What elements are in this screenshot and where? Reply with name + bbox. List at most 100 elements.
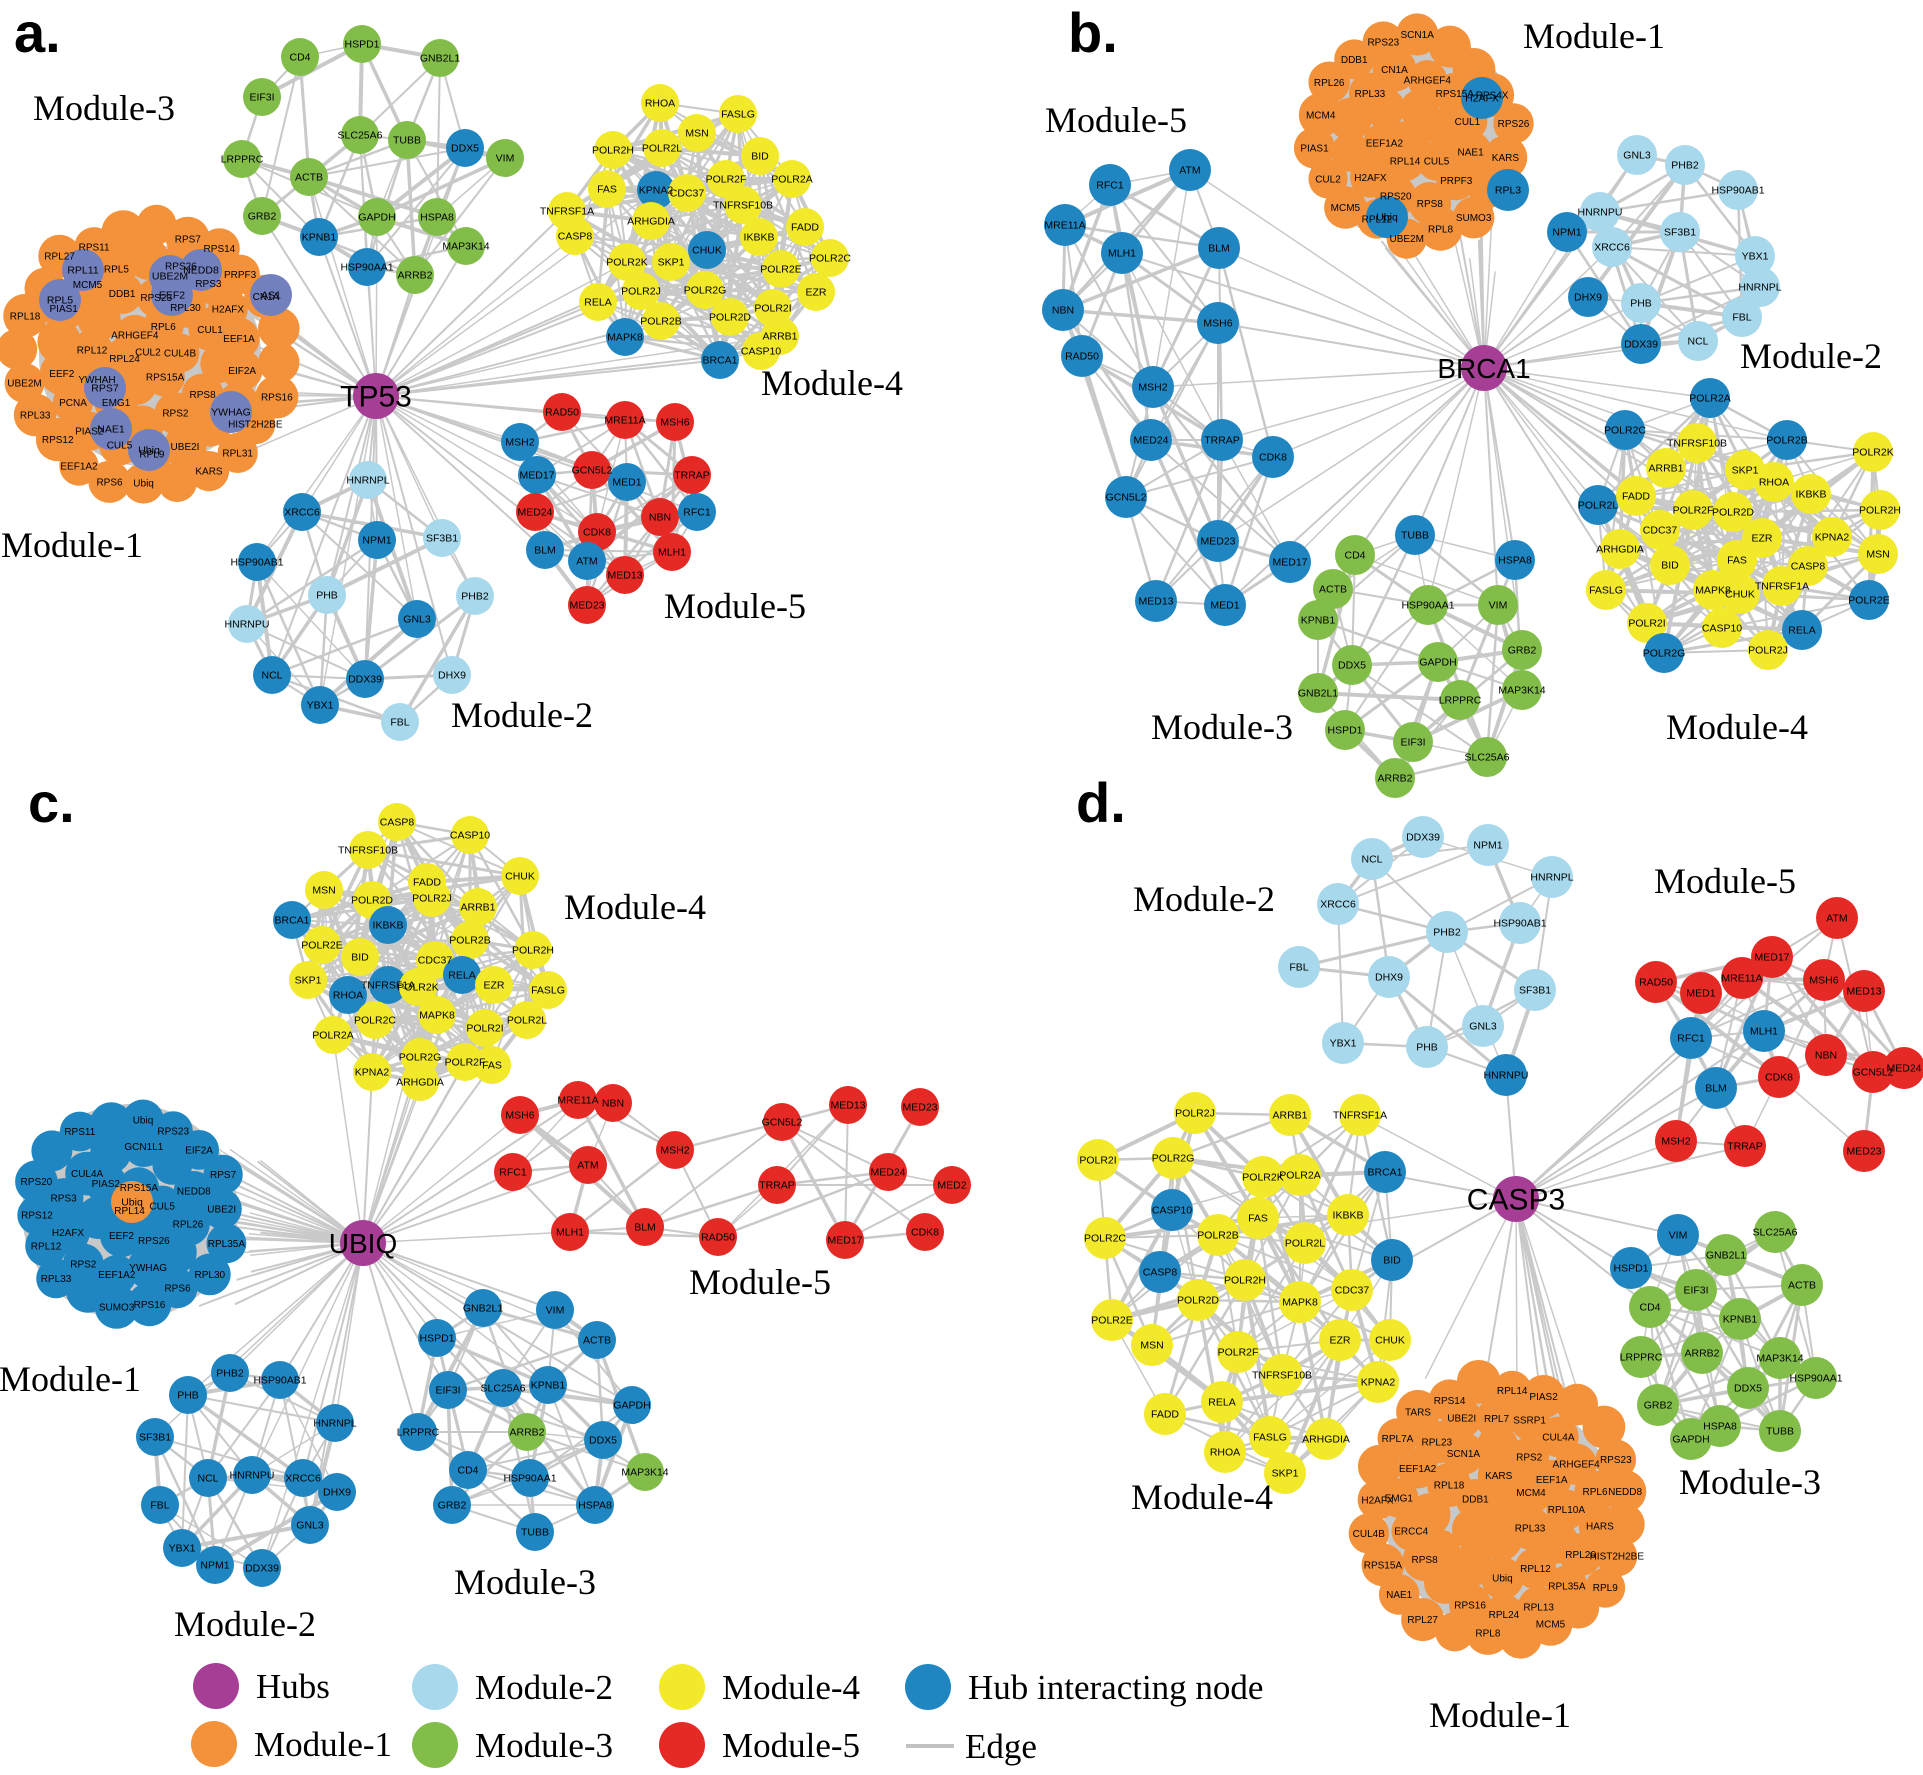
svg-text:NEDD8: NEDD8 [183, 265, 219, 277]
svg-text:NEDD8: NEDD8 [177, 1187, 211, 1198]
svg-text:EMG1: EMG1 [1385, 1494, 1414, 1505]
svg-text:CD4: CD4 [1344, 550, 1365, 562]
svg-text:RPL23: RPL23 [1422, 1438, 1453, 1449]
svg-text:RPS15A: RPS15A [146, 372, 185, 383]
svg-text:PHB2: PHB2 [216, 1368, 244, 1380]
svg-text:TNFRSF10B: TNFRSF10B [338, 845, 398, 857]
svg-text:EEF2: EEF2 [159, 290, 185, 302]
svg-text:RHOA: RHOA [333, 990, 363, 1002]
svg-text:POLR2E: POLR2E [301, 940, 342, 952]
svg-text:H2AFX: H2AFX [1354, 173, 1387, 184]
svg-text:EEF1A: EEF1A [223, 334, 255, 345]
svg-text:GAPDH: GAPDH [1419, 657, 1456, 669]
svg-text:TNFRSF1A: TNFRSF1A [1755, 581, 1809, 593]
svg-text:RELA: RELA [1208, 1397, 1235, 1409]
svg-text:POLR2L: POLR2L [1578, 500, 1618, 512]
svg-text:KPNA2: KPNA2 [639, 185, 674, 197]
svg-text:Ubiq: Ubiq [133, 1116, 154, 1127]
svg-text:FAS: FAS [1248, 1213, 1268, 1225]
svg-text:HNRNPL: HNRNPL [1530, 872, 1573, 884]
svg-text:GNB2L1: GNB2L1 [420, 53, 460, 65]
svg-text:FAS: FAS [482, 1060, 502, 1072]
svg-text:NCL: NCL [261, 670, 282, 682]
svg-text:Module-2: Module-2 [1740, 336, 1882, 376]
svg-text:MSH2: MSH2 [1138, 382, 1167, 394]
svg-text:RPL26: RPL26 [1565, 1550, 1596, 1561]
svg-text:MLH1: MLH1 [556, 1227, 584, 1239]
svg-text:CUL4B: CUL4B [164, 349, 197, 360]
svg-text:ARHGDIA: ARHGDIA [1302, 1434, 1350, 1446]
svg-text:RPL13: RPL13 [1523, 1603, 1554, 1614]
svg-text:CUL4A: CUL4A [1542, 1432, 1575, 1443]
svg-text:d.: d. [1076, 771, 1126, 834]
svg-text:GCN5L2: GCN5L2 [762, 1117, 803, 1129]
svg-text:DHX9: DHX9 [438, 670, 466, 682]
svg-text:CHUK: CHUK [505, 871, 535, 883]
svg-text:SCN1A: SCN1A [1447, 1449, 1481, 1460]
svg-text:Module-4: Module-4 [1666, 707, 1808, 747]
svg-text:H2AFX: H2AFX [52, 1228, 85, 1239]
svg-text:SUMO3: SUMO3 [99, 1302, 135, 1313]
svg-text:RPS2: RPS2 [1516, 1452, 1543, 1463]
svg-text:POLR2J: POLR2J [1175, 1108, 1215, 1120]
svg-text:FAS: FAS [597, 184, 617, 196]
svg-text:RHOA: RHOA [645, 98, 675, 110]
svg-text:POLR2L: POLR2L [1285, 1238, 1325, 1250]
svg-text:YWHAG: YWHAG [129, 1263, 167, 1274]
svg-text:NPM1: NPM1 [200, 1560, 229, 1572]
svg-text:RPL31: RPL31 [222, 448, 253, 459]
svg-text:TNFRSF1A: TNFRSF1A [1333, 1110, 1387, 1122]
svg-text:Module-4: Module-4 [761, 363, 903, 403]
svg-text:MAP3K14: MAP3K14 [1498, 685, 1545, 697]
svg-text:POLR2D: POLR2D [1177, 1295, 1219, 1307]
svg-text:CDK8: CDK8 [911, 1227, 939, 1239]
svg-text:POLR2C: POLR2C [1084, 1233, 1126, 1245]
svg-text:CASP10: CASP10 [1702, 623, 1742, 635]
svg-text:POLR2B: POLR2B [640, 316, 681, 328]
svg-text:SLC25A6: SLC25A6 [1465, 752, 1510, 764]
svg-text:MED17: MED17 [1754, 952, 1789, 964]
svg-text:BID: BID [751, 151, 769, 163]
svg-text:POLR2A: POLR2A [312, 1030, 353, 1042]
svg-text:CDK8: CDK8 [1765, 1072, 1793, 1084]
svg-text:PCNA: PCNA [59, 398, 87, 409]
svg-text:RPS8: RPS8 [1417, 199, 1444, 210]
svg-text:POLR2L: POLR2L [642, 143, 682, 155]
svg-text:CASP10: CASP10 [450, 830, 490, 842]
svg-text:RPL11: RPL11 [67, 265, 98, 277]
svg-text:RPS6: RPS6 [96, 477, 123, 488]
svg-text:GNL3: GNL3 [296, 1520, 324, 1532]
svg-text:HSPA8: HSPA8 [420, 212, 454, 224]
svg-text:MED24: MED24 [517, 507, 552, 519]
svg-text:POLR2G: POLR2G [1152, 1153, 1195, 1165]
svg-text:RPL7A: RPL7A [1382, 1434, 1414, 1445]
svg-text:CD4: CD4 [1639, 1302, 1660, 1314]
svg-text:RPS26: RPS26 [1498, 119, 1530, 130]
svg-text:UBE2M: UBE2M [152, 271, 188, 283]
svg-text:FASLG: FASLG [531, 985, 565, 997]
svg-text:RPS20: RPS20 [21, 1177, 53, 1188]
svg-text:ARHGDIA: ARHGDIA [1596, 544, 1644, 556]
svg-text:CHUK: CHUK [692, 245, 722, 257]
svg-text:ACTB: ACTB [583, 1335, 611, 1347]
svg-text:ARHGEF4: ARHGEF4 [111, 330, 159, 341]
svg-text:TNFRSF1A: TNFRSF1A [361, 980, 415, 992]
svg-text:ARRB2: ARRB2 [397, 270, 432, 282]
svg-text:MED13: MED13 [1138, 596, 1173, 608]
svg-text:ARRB1: ARRB1 [1648, 463, 1683, 475]
svg-text:ATM: ATM [576, 556, 597, 568]
svg-text:MRE11A: MRE11A [1721, 973, 1762, 985]
svg-text:KPNA2: KPNA2 [1815, 532, 1850, 544]
svg-text:ARRB2: ARRB2 [1377, 773, 1412, 785]
svg-text:Module-4: Module-4 [1131, 1477, 1273, 1517]
svg-text:CHUK: CHUK [1375, 1335, 1405, 1347]
svg-text:Ubiq: Ubiq [138, 445, 160, 457]
svg-text:LRPPRC: LRPPRC [1439, 695, 1482, 707]
svg-text:EIF2A: EIF2A [185, 1145, 213, 1156]
svg-text:HSP90AA1: HSP90AA1 [340, 262, 393, 274]
svg-text:MSH2: MSH2 [1661, 1136, 1690, 1148]
svg-text:BRCA1: BRCA1 [1367, 1167, 1402, 1179]
svg-text:RPS16: RPS16 [134, 1300, 166, 1311]
svg-text:EEF1A2: EEF1A2 [98, 1270, 136, 1281]
svg-text:Module-3: Module-3 [33, 88, 175, 128]
